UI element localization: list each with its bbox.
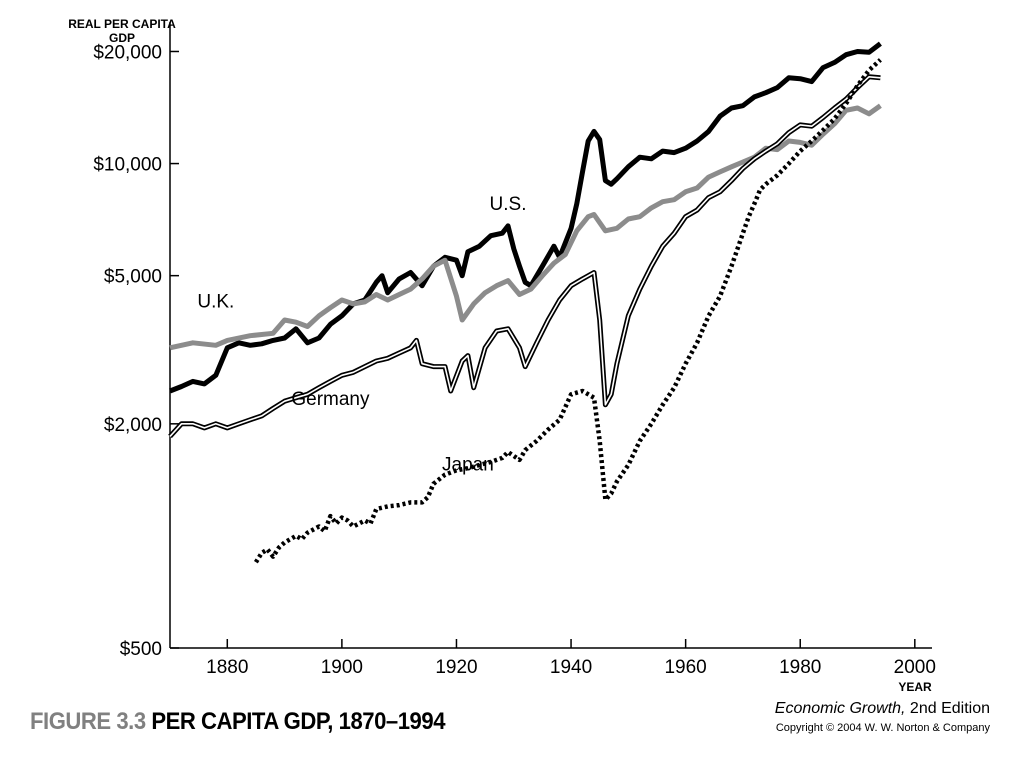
series-line-uk [169,103,882,351]
y-axis-label: REAL PER CAPITA GDP [68,17,176,45]
y-tick-label: $500 [120,639,162,660]
series-label: Germany [291,389,370,410]
x-tick-label: 2000 [894,657,936,678]
x-tick-label: 1940 [550,657,592,678]
y-tick-label: $10,000 [93,155,162,176]
book-title: Economic Growth, [774,700,906,717]
copyright-notice: Copyright © 2004 W. W. Norton & Company [775,722,990,734]
x-tick-label: 1960 [664,657,706,678]
book-edition: 2nd Edition [905,700,990,717]
y-tick-label: $5,000 [104,267,162,288]
series-line-germany [168,74,881,439]
x-tick-label: 1980 [779,657,821,678]
y-tick-label: $2,000 [104,415,162,436]
series-line-japan [253,58,882,564]
figure-title-text: PER CAPITA GDP, 1870–1994 [151,708,446,735]
series-label: U.K. [197,292,234,313]
series-label: U.S. [490,194,527,215]
x-tick-label: 1920 [435,657,477,678]
series-label: Japan [442,454,494,475]
y-tick-label: $20,000 [93,42,162,63]
figure-title: FIGURE 3.3 PER CAPITA GDP, 1870–1994 [30,708,445,736]
figure-number: FIGURE 3.3 [30,708,146,735]
x-axis-label: YEAR [898,680,932,694]
book-credit: Economic Growth, 2nd Edition [775,700,990,718]
series-line-us [169,41,882,394]
x-tick-label: 1900 [321,657,363,678]
x-tick-label: 1880 [206,657,248,678]
series-line-germany-inner [169,76,881,437]
